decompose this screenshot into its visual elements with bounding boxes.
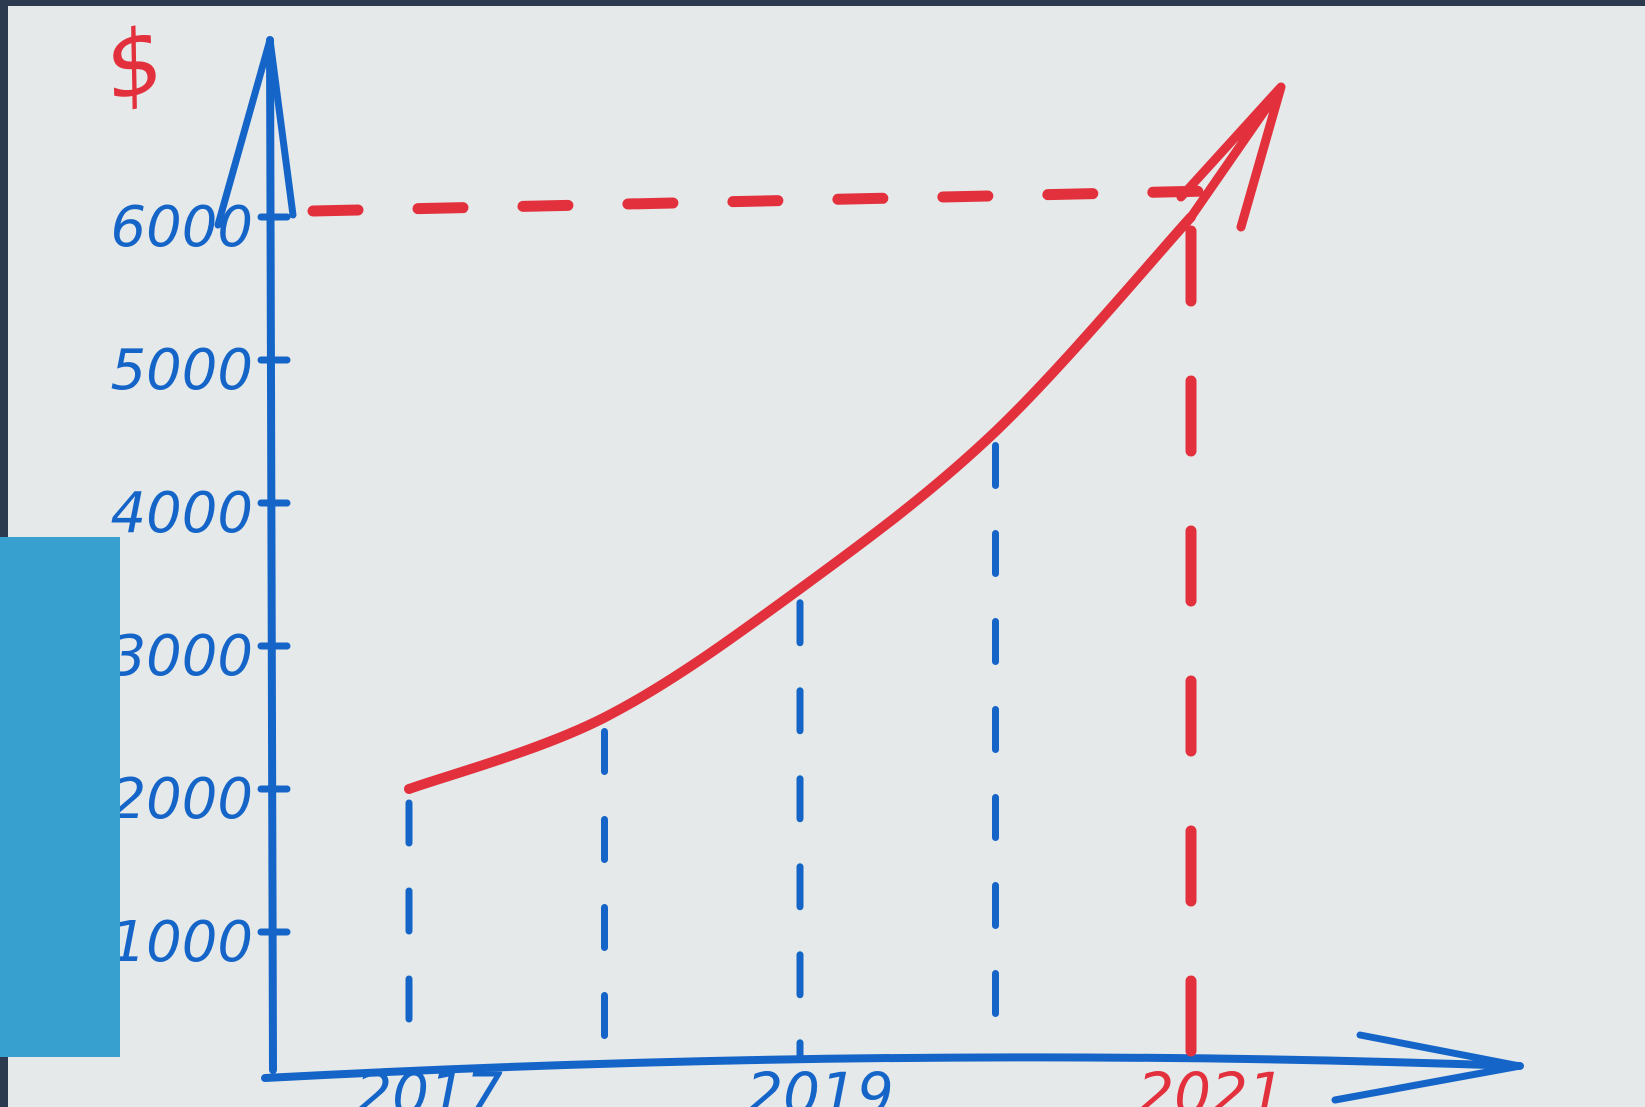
y-tick-label: 3000 <box>110 624 253 689</box>
x-tick-label: 2021 <box>1137 1060 1285 1107</box>
y-axis <box>266 36 277 1074</box>
x-tick-label: 2017 <box>355 1060 503 1107</box>
data-line <box>404 212 1196 794</box>
x-axis-arrow <box>1331 1031 1524 1104</box>
whiteboard <box>8 6 1645 1107</box>
y-tick-label: 6000 <box>110 195 253 260</box>
y-tick-label: 1000 <box>110 910 253 975</box>
y-tick-label: 5000 <box>110 338 253 403</box>
y-tick-label: 4000 <box>110 481 253 546</box>
guide-line <box>307 185 1217 217</box>
y-tick-label: 2000 <box>110 767 253 832</box>
side-panel <box>0 537 120 1057</box>
x-axis <box>261 1053 1524 1082</box>
x-tick-label: 2019 <box>746 1060 894 1107</box>
trend-arrow <box>1176 82 1286 232</box>
y-axis-arrow <box>214 36 297 229</box>
